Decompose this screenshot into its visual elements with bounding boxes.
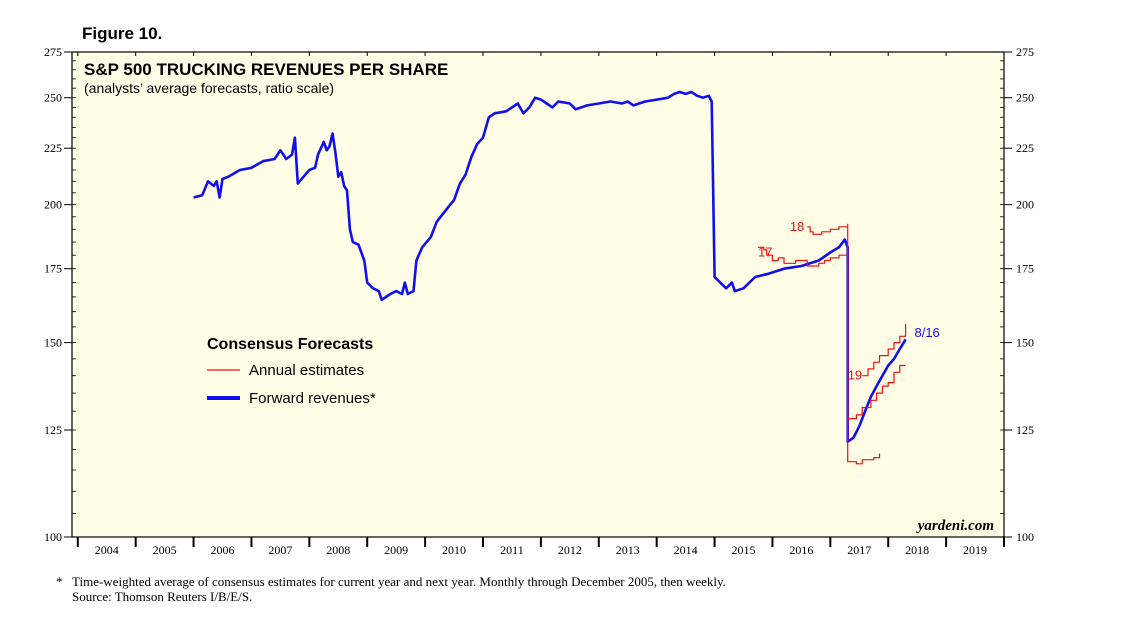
y-tick-label-right: 200 [1016, 198, 1034, 212]
footnote-source: Source: Thomson Reuters I/B/E/S. [72, 589, 253, 604]
annual-estimate-line [807, 223, 906, 420]
series-label: 19 [848, 368, 862, 383]
y-tick-label-right: 150 [1016, 336, 1034, 350]
footnote-text: Time-weighted average of consensus estim… [72, 574, 726, 589]
legend-annual-label: Annual estimates [249, 362, 364, 379]
x-tick-label: 2019 [963, 543, 987, 557]
footnote-marker: * [56, 574, 63, 589]
x-tick-label: 2011 [500, 543, 524, 557]
y-tick-label-right: 175 [1016, 262, 1034, 276]
y-tick-label-right: 275 [1016, 45, 1034, 59]
legend-title: Consensus Forecasts [207, 336, 373, 353]
y-tick-label-right: 100 [1016, 530, 1034, 544]
x-tick-label: 2016 [789, 543, 813, 557]
x-tick-label: 2005 [153, 543, 177, 557]
y-tick-label-left: 200 [44, 198, 62, 212]
x-tick-label: 2010 [442, 543, 466, 557]
x-tick-label: 2013 [616, 543, 640, 557]
y-tick-label-left: 150 [44, 336, 62, 350]
series-lines: 17 18 19 8/16 [193, 90, 940, 465]
annual-estimate-line [862, 323, 907, 377]
x-tick-label: 2018 [905, 543, 929, 557]
legend: Consensus Forecasts Annual estimates For… [207, 336, 376, 407]
y-tick-label-left: 275 [44, 45, 62, 59]
y-tick-label-left: 125 [44, 423, 62, 437]
annotation-label: 8/16 [914, 325, 939, 340]
y-tick-label-left: 100 [44, 530, 62, 544]
x-tick-label: 2015 [732, 543, 756, 557]
plot-area [71, 51, 1005, 538]
x-tick-label: 2008 [326, 543, 350, 557]
y-tick-label-right: 225 [1016, 141, 1034, 155]
axis-ticks: 100 100 125 125 150 150 175 175 200 200 225 225 250 2… [44, 45, 1034, 557]
y-tick-label-right: 250 [1016, 91, 1034, 105]
figure-label: Figure 10. [82, 24, 163, 43]
series-label: 18 [790, 219, 804, 234]
x-tick-label: 2014 [674, 543, 698, 557]
footnote: * Time-weighted average of consensus esti… [56, 574, 726, 604]
chart-subtitle: (analysts’ average forecasts, ratio scal… [84, 80, 334, 96]
y-tick-label-left: 250 [44, 91, 62, 105]
series-label: 17 [758, 245, 772, 260]
watermark: yardeni.com [916, 518, 994, 534]
x-tick-label: 2012 [558, 543, 582, 557]
y-tick-label-left: 175 [44, 262, 62, 276]
y-tick-label-left: 225 [44, 141, 62, 155]
chart-title: S&P 500 TRUCKING REVENUES PER SHARE [84, 60, 448, 79]
y-tick-label-right: 125 [1016, 423, 1034, 437]
x-tick-label: 2004 [95, 543, 119, 557]
x-tick-label: 2006 [211, 543, 235, 557]
annual-estimate-line [758, 246, 881, 465]
legend-forward-label: Forward revenues* [249, 390, 376, 407]
forward-revenues-line [193, 90, 907, 443]
x-tick-label: 2017 [847, 543, 871, 557]
x-tick-label: 2007 [268, 543, 292, 557]
x-tick-label: 2009 [384, 543, 408, 557]
